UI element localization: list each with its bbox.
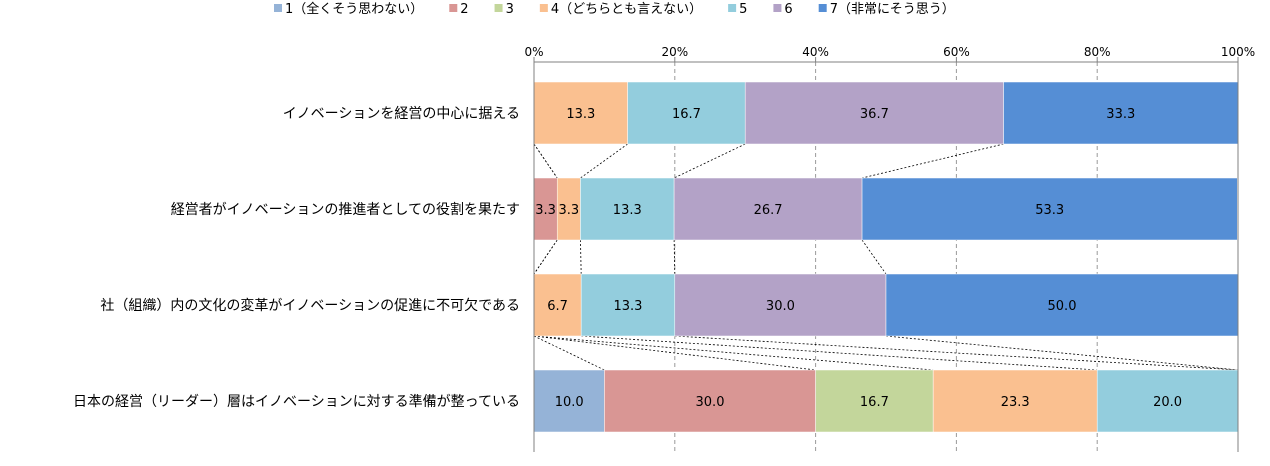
series-connector-line [533, 239, 558, 275]
bar-segment [533, 273, 582, 337]
bar-segment [1096, 369, 1239, 433]
data-label: 16.7 [672, 107, 701, 122]
series-connector-line [861, 143, 1004, 179]
legend-label: 1（全くそう思わない） [285, 1, 423, 17]
x-tick-label: 0% [524, 45, 543, 59]
bar-segment [815, 369, 934, 433]
bar-segment [580, 177, 675, 241]
series-connector-line [580, 239, 582, 275]
series-connector-line [533, 335, 605, 371]
data-label: 13.3 [614, 299, 643, 314]
x-tick-label: 100% [1221, 45, 1255, 59]
bar-segment [580, 273, 676, 337]
data-label: 3.3 [535, 203, 556, 218]
bar-segment [1003, 81, 1239, 145]
series-connector-line [533, 143, 558, 179]
legend-label: 2 [460, 2, 468, 17]
data-label: 33.3 [1106, 107, 1135, 122]
legend-swatch [494, 4, 503, 12]
bar-segment [604, 369, 816, 433]
x-tick-label: 60% [943, 45, 970, 59]
data-label: 53.3 [1035, 203, 1064, 218]
series-connector-line [861, 239, 887, 275]
chart-legend: 1（全くそう思わない） 2 3 4（どちらとも言えない） 5 6 7（非常にそう思う） [274, 1, 955, 17]
legend-swatch [818, 4, 827, 12]
data-label: 13.3 [566, 107, 595, 122]
bar-segment [673, 177, 863, 241]
category-label: イノベーションを経営の中心に据える [283, 106, 520, 122]
chart-bars: 13.3 16.7 36.7 33.3 3.3 3.3 13.3 26.7 53.3 6.7 13.… [533, 81, 1239, 433]
series-connector-line [673, 239, 676, 275]
legend-label: 5 [739, 2, 747, 17]
bar-segment [627, 81, 746, 145]
series-connector-line [673, 143, 746, 179]
legend-label: 6 [784, 2, 792, 17]
data-label: 23.3 [1001, 395, 1030, 410]
legend-label: 4（どちらとも言えない） [551, 2, 702, 17]
series-connector-line [533, 335, 816, 371]
legend-swatch [773, 4, 782, 12]
bar-segment [861, 177, 1238, 241]
data-label: 13.3 [613, 203, 642, 218]
data-label: 30.0 [696, 395, 725, 410]
x-tick-label: 20% [661, 45, 688, 59]
data-label: 3.3 [559, 203, 580, 218]
legend-label: 7（非常にそう思う） [830, 2, 955, 17]
bar-segment [885, 273, 1239, 337]
bar-segment [533, 81, 628, 145]
chart-axes: 0% 20% 40% 60% 80% 100% イノベーションを経営の中心に据える経営者がイ… [73, 45, 1255, 452]
series-connector-lines [533, 143, 1239, 371]
legend-label: 3 [506, 2, 514, 17]
data-label: 16.7 [860, 395, 889, 410]
data-label: 50.0 [1048, 299, 1077, 314]
data-label: 26.7 [754, 203, 783, 218]
x-tick-label: 80% [1084, 45, 1111, 59]
legend-swatch [274, 4, 282, 12]
data-label: 6.7 [547, 299, 568, 314]
legend-swatch [539, 4, 548, 12]
data-label: 36.7 [860, 107, 889, 122]
data-label: 10.0 [555, 395, 584, 410]
x-tick-label: 40% [802, 45, 829, 59]
legend-swatch [728, 4, 737, 12]
series-connector-line [533, 335, 934, 371]
legend-swatch [449, 4, 458, 12]
category-label: 経営者がイノベーションの推進者としての役割を果たす [171, 201, 520, 218]
series-connector-line [885, 335, 1239, 371]
bar-segment [674, 273, 887, 337]
data-label: 20.0 [1153, 395, 1182, 410]
category-label: 社（組織）内の文化の変革がイノベーションの促進に不可欠である [100, 297, 520, 314]
category-label: 日本の経営（リーダー）層はイノベーションに対する準備が整っている [73, 394, 520, 410]
data-label: 30.0 [766, 299, 795, 314]
series-connector-line [581, 335, 1098, 371]
series-connector-line [580, 143, 628, 179]
bar-segment [744, 81, 1004, 145]
